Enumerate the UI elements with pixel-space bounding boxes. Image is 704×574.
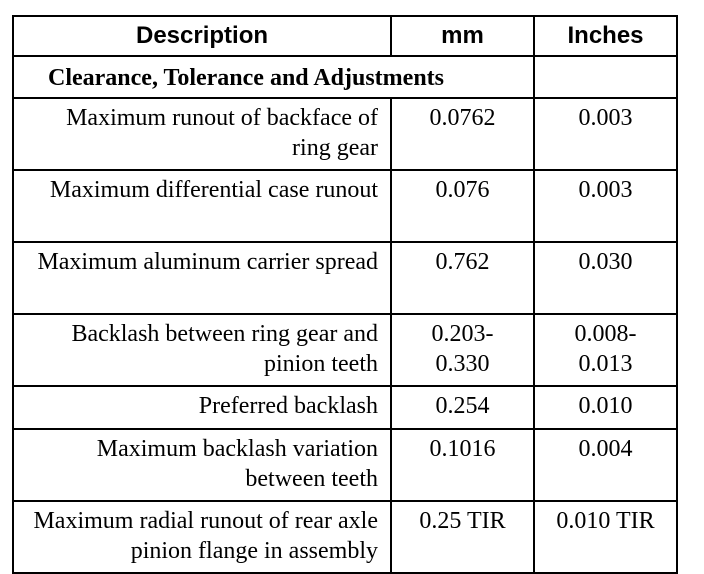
inches-cell: 0.010 TIR xyxy=(533,500,678,574)
section-row: Clearance, Tolerance and Adjustments xyxy=(12,55,678,99)
description-cell: Preferred backlash xyxy=(12,385,392,430)
value: 0.25 TIR xyxy=(419,508,506,534)
table-row: Backlash between ring gear and pinion te… xyxy=(12,313,678,387)
mm-cell: 0.203-0.330 xyxy=(390,313,535,387)
value: 0.076 xyxy=(435,177,490,203)
description-cell: Backlash between ring gear and pinion te… xyxy=(12,313,392,387)
mm-cell: 0.0762 xyxy=(390,97,535,171)
header-row: Description mm Inches xyxy=(12,15,678,57)
inches-cell: 0.010 xyxy=(533,385,678,430)
value: 0.203-0.330 xyxy=(431,321,494,377)
value: 0.003 xyxy=(578,105,633,131)
inches-cell: 0.030 xyxy=(533,241,678,315)
header-cell: Inches xyxy=(533,15,678,57)
description-cell: Maximum runout of backface of ring gear xyxy=(12,97,392,171)
description-cell: Maximum aluminum carrier spread xyxy=(12,241,392,315)
mm-cell: 0.076 xyxy=(390,169,535,243)
table-row: Maximum radial runout of rear axle pinio… xyxy=(12,500,678,574)
value: 0.010 TIR xyxy=(556,508,655,534)
header-cell: Description xyxy=(12,15,392,57)
table-row: Preferred backlash 0.254 0.010 xyxy=(12,385,678,430)
table-row: Maximum backlash variation between teeth… xyxy=(12,428,678,502)
value: 0.010 xyxy=(578,393,633,419)
value: 0.254 xyxy=(435,393,490,419)
mm-cell: 0.1016 xyxy=(390,428,535,502)
description-cell: Maximum backlash variation between teeth xyxy=(12,428,392,502)
header-cell: mm xyxy=(390,15,535,57)
table-body: Clearance, Tolerance and Adjustments Max… xyxy=(12,55,678,574)
description-cell: Maximum radial runout of rear axle pinio… xyxy=(12,500,392,574)
value: 0.003 xyxy=(578,177,633,203)
spec-table: Description mm Inches Clearance, Toleran… xyxy=(12,15,678,574)
table-row: Maximum aluminum carrier spread 0.762 0.03… xyxy=(12,241,678,315)
mm-cell: 0.762 xyxy=(390,241,535,315)
table-row: Maximum runout of backface of ring gear 0… xyxy=(12,97,678,171)
description-cell: Maximum differential case runout xyxy=(12,169,392,243)
inches-cell: 0.003 xyxy=(533,97,678,171)
value: 0.1016 xyxy=(429,436,496,462)
value: 0.004 xyxy=(578,436,633,462)
value: 0.030 xyxy=(578,249,633,275)
mm-cell: 0.254 xyxy=(390,385,535,430)
inches-cell: 0.004 xyxy=(533,428,678,502)
value: 0.0762 xyxy=(429,105,496,131)
mm-cell: 0.25 TIR xyxy=(390,500,535,574)
inches-cell: 0.008-0.013 xyxy=(533,313,678,387)
value: 0.762 xyxy=(435,249,490,275)
inches-cell: 0.003 xyxy=(533,169,678,243)
value: 0.008-0.013 xyxy=(574,321,637,377)
table-row: Maximum differential case runout 0.076 0.0… xyxy=(12,169,678,243)
section-title: Clearance, Tolerance and Adjustments xyxy=(12,55,535,99)
empty-cell xyxy=(533,55,678,99)
